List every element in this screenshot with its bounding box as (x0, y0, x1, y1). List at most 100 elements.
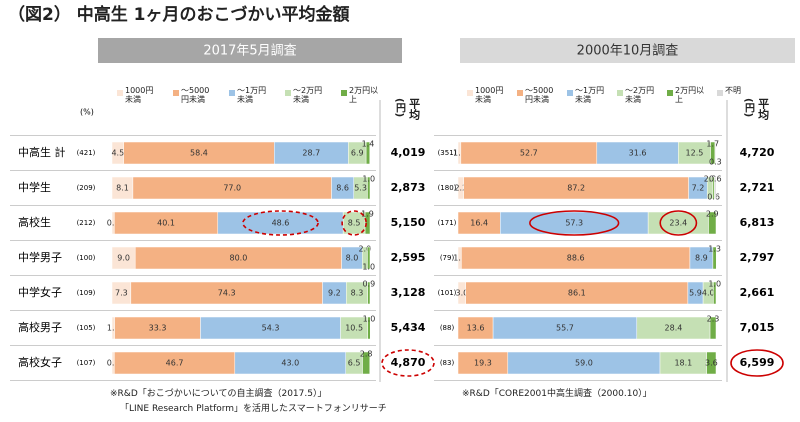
value-label: 2.9 (706, 210, 719, 219)
value-label: 33.3 (149, 324, 167, 333)
sample-count: (100) (77, 254, 96, 262)
value-label: 8.3 (351, 289, 364, 298)
average-value: 4,019 (391, 146, 426, 159)
highlight (730, 349, 784, 377)
value-label: 4.5 (111, 149, 124, 158)
legend-label: ～5000円未満 (525, 86, 554, 105)
average-value: 2,873 (391, 181, 426, 194)
value-label: 54.3 (262, 324, 280, 333)
value-label: 1.0 (107, 324, 120, 333)
value-label: 9.2 (328, 289, 341, 298)
value-label: 3.0 (456, 289, 469, 298)
legend-swatch (467, 90, 473, 96)
legend-swatch (517, 90, 523, 96)
sample-count: (171) (438, 219, 457, 227)
avg-header: 平均 (756, 98, 770, 120)
value-label: 31.6 (629, 149, 647, 158)
value-label: 19.3 (474, 359, 492, 368)
value-label: 8.9 (695, 254, 708, 263)
sample-count: (88) (440, 324, 455, 332)
value-label: 40.1 (157, 219, 175, 228)
value-label: 46.7 (166, 359, 184, 368)
value-label: 1.0 (363, 315, 376, 324)
bar-segment (713, 281, 717, 305)
value-label: 4.0 (702, 289, 715, 298)
value-label: 1.7 (706, 140, 719, 149)
panel-title: 2017年5月調査 (203, 44, 296, 59)
footnote: 「LINE Research Platform」を活用したスマートフォンリサーチ (120, 404, 387, 414)
legend-swatch (341, 90, 347, 96)
value-label: 6.9 (351, 149, 364, 158)
legend-label: 不明 (725, 86, 741, 95)
legend-label: ～2万円未満 (293, 86, 323, 105)
bar-segment (367, 316, 371, 340)
value-label: 23.4 (669, 219, 687, 228)
value-label: 0.9 (362, 280, 375, 289)
value-label: 55.7 (556, 324, 574, 333)
value-label: 2.8 (360, 350, 373, 359)
row-label: 中高生 計 (18, 145, 66, 159)
value-label: 1.1 (453, 149, 466, 158)
average-value: 4,870 (391, 356, 426, 369)
legend-swatch (667, 90, 673, 96)
legend-swatch (229, 90, 235, 96)
legend-label: ～1万円未満 (575, 86, 605, 105)
value-label: 58.4 (190, 149, 208, 158)
bar-segment (709, 316, 717, 340)
value-label: 2.0 (358, 245, 371, 254)
value-label: 7.3 (115, 289, 128, 298)
average-value: 4,720 (740, 146, 775, 159)
value-label: 12.5 (686, 149, 704, 158)
value-label: 1.0 (708, 280, 721, 289)
value-label: 8.0 (346, 254, 359, 263)
legend-swatch (717, 90, 723, 96)
highlight (381, 349, 435, 377)
sample-count: (421) (77, 149, 96, 157)
unit-label: (%) (80, 108, 94, 117)
value-label: 0.9 (107, 359, 120, 368)
value-label: 8.5 (348, 219, 361, 228)
panel-header (98, 38, 402, 63)
average-value: 2,595 (391, 251, 426, 264)
row-label: 中学女子 (18, 285, 62, 299)
value-label: 13.6 (467, 324, 485, 333)
sample-count: (105) (77, 324, 96, 332)
sample-count: (107) (77, 359, 96, 367)
value-label: 9.0 (117, 254, 130, 263)
legend-label: ～1万円未満 (237, 86, 267, 105)
bar-segment (712, 246, 717, 270)
sample-count: (351) (438, 149, 457, 157)
bar-segment (367, 246, 371, 270)
average-value: 7,015 (740, 321, 775, 334)
value-label: 3.6 (705, 359, 718, 368)
row-label: 高校生 (18, 215, 51, 229)
bar-segment (708, 211, 717, 235)
value-label: 16.4 (470, 219, 488, 228)
value-label: 1.4 (362, 140, 375, 149)
row-label: 高校女子 (18, 355, 62, 369)
average-value: 2,721 (740, 181, 775, 194)
panel-header (460, 38, 795, 63)
panel-title: 2000年10月調査 (577, 44, 679, 59)
value-label: 0.6 (707, 193, 720, 202)
legend-swatch (285, 90, 291, 96)
legend-label: 2万円以上 (675, 86, 705, 105)
bar-segment (367, 281, 371, 305)
footnote: ※R&D「CORE2001中高生調査（2000.10）」 (462, 389, 652, 399)
sample-count: (180) (438, 184, 457, 192)
bar-segment (714, 176, 717, 200)
sample-count: (212) (77, 219, 96, 227)
row-label: 高校男子 (18, 320, 62, 334)
value-label: 6.5 (348, 359, 361, 368)
value-label: 5.3 (354, 184, 367, 193)
page-title: （図2） 中高生 1ヶ月のおこづかい平均金額 (8, 5, 350, 25)
avg-unit: (円) (742, 98, 754, 118)
value-label: 43.0 (281, 359, 299, 368)
value-label: 57.3 (565, 219, 583, 228)
row-label: 中学生 (18, 180, 51, 194)
legend-swatch (117, 90, 123, 96)
value-label: 1.3 (453, 254, 466, 263)
value-label: 5.9 (689, 289, 702, 298)
average-value: 6,599 (740, 356, 775, 369)
legend-swatch (567, 90, 573, 96)
